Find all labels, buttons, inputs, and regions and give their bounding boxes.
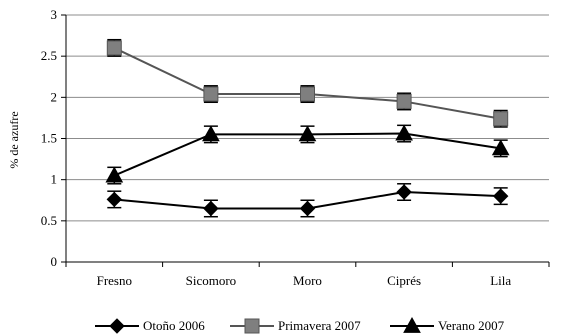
legend-item: Primavera 2007 [230, 318, 361, 334]
y-tick-label: 2 [51, 89, 58, 104]
legend-marker [244, 318, 260, 334]
data-point [396, 93, 412, 109]
series [105, 38, 510, 218]
y-tick-label: 1.5 [41, 131, 57, 146]
legend: Otoño 2006 Primavera 2007 Verano 2007 [95, 316, 505, 334]
series-2 [105, 124, 510, 185]
data-point [105, 166, 124, 183]
x-tick-label: Moro [293, 273, 322, 288]
legend-marker [109, 318, 125, 334]
x-tick-label: Ciprés [387, 273, 421, 288]
data-point [396, 184, 412, 200]
y-tick-label: 3 [51, 7, 58, 22]
legend-label: Primavera 2007 [278, 318, 361, 333]
legend-item: Verano 2007 [390, 316, 505, 333]
series-line [113, 47, 501, 120]
legend-label: Otoño 2006 [143, 318, 205, 333]
gridlines [66, 14, 549, 222]
data-point [395, 124, 413, 141]
y-tick-labels: 0 0.5 1 1.5 2 2.5 3 [41, 7, 57, 269]
series-1 [106, 38, 509, 128]
data-point [106, 191, 123, 208]
data-point [203, 86, 219, 102]
y-tick-label: 1 [51, 172, 58, 187]
y-tick-label: 0 [51, 254, 58, 269]
data-point [106, 40, 122, 56]
y-axis-label: % de azufre [7, 111, 21, 168]
legend-label: Verano 2007 [438, 318, 505, 333]
data-point [298, 125, 317, 142]
series-0 [106, 183, 509, 218]
x-tick-label: Fresno [97, 273, 132, 288]
y-tick-label: 0.5 [41, 213, 57, 228]
x-tick-labels: Fresno Sicomoro Moro Ciprés Lila [97, 273, 512, 288]
x-tick-label: Sicomoro [186, 273, 237, 288]
data-point [493, 111, 509, 127]
data-point [300, 86, 315, 102]
legend-marker [403, 316, 421, 333]
legend-item: Otoño 2006 [95, 318, 205, 334]
data-point [491, 139, 510, 156]
x-tick-label: Lila [490, 273, 511, 288]
axes [61, 14, 550, 267]
y-tick-label: 2.5 [41, 48, 57, 63]
data-point [492, 188, 509, 204]
data-point [299, 200, 316, 217]
data-point [203, 200, 219, 217]
data-point [202, 125, 220, 142]
